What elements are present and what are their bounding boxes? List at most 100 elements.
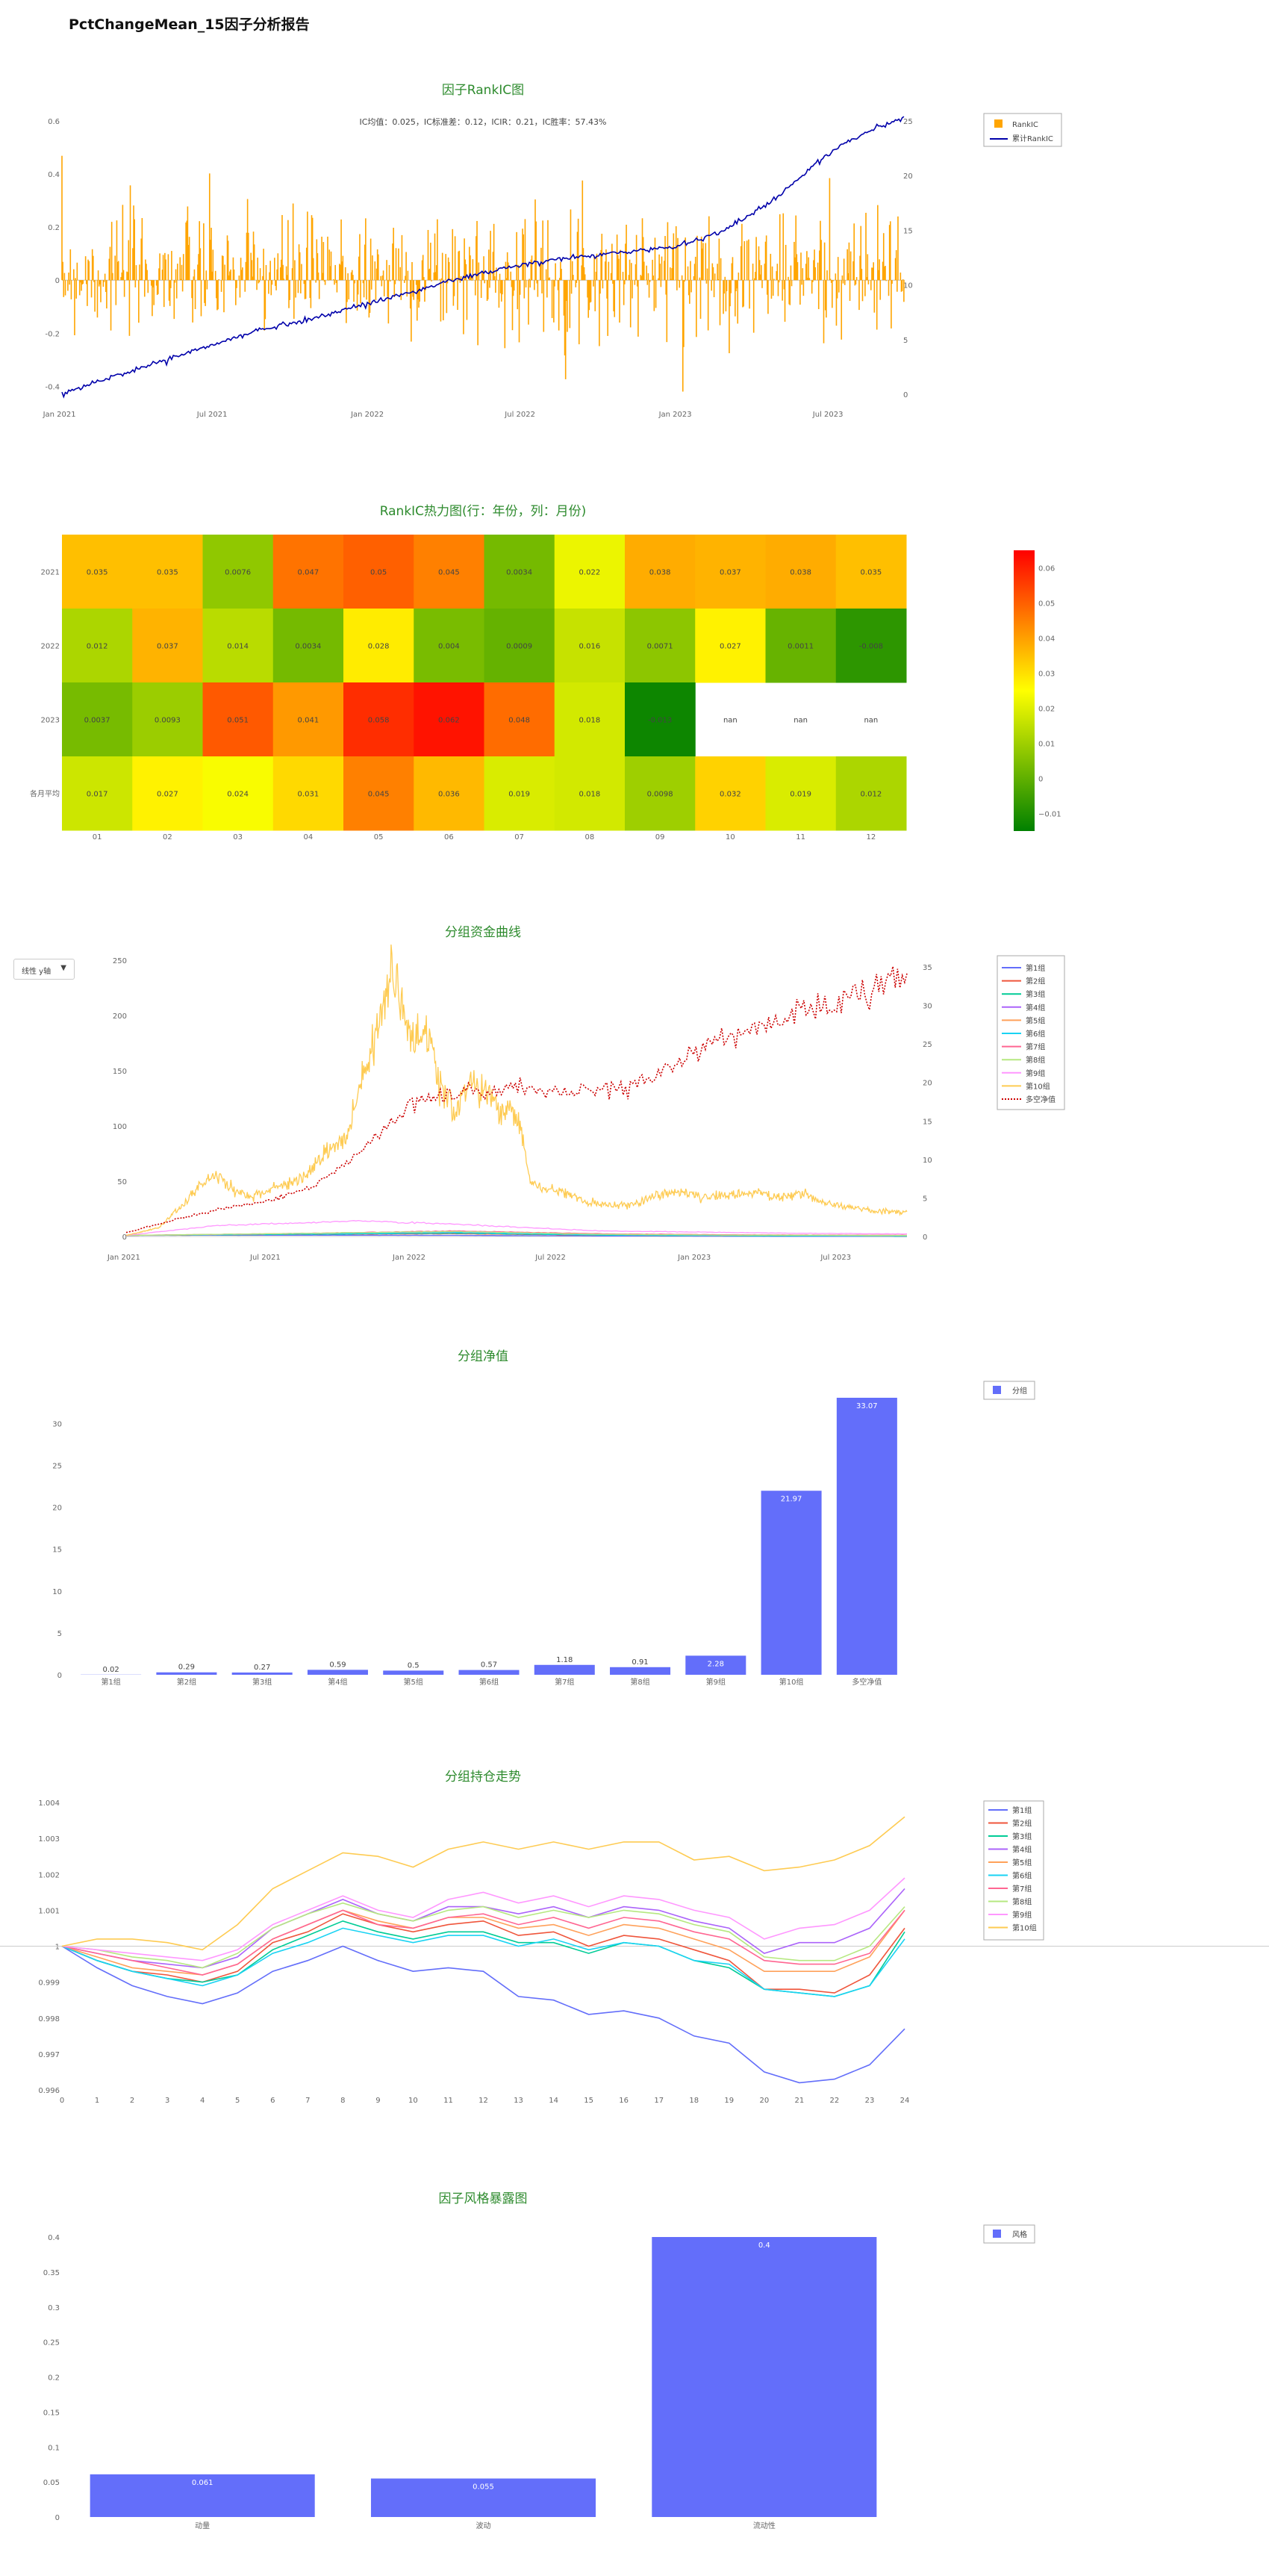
rankic-bar xyxy=(524,219,526,281)
rankic-bar xyxy=(687,280,690,296)
rankic-bar xyxy=(518,280,520,343)
rankic-bar xyxy=(203,223,205,281)
rankic-bar xyxy=(244,280,246,292)
rankic-bar xyxy=(427,229,429,281)
rankic-bar xyxy=(342,255,344,281)
rankic-bar xyxy=(87,280,88,306)
x-tick-label: 第4组 xyxy=(328,1677,347,1687)
rankic-bar xyxy=(200,280,202,317)
rankic-bar xyxy=(181,264,183,281)
heatmap-cell xyxy=(835,535,907,609)
rankic-bar xyxy=(76,262,78,281)
rankic-bar xyxy=(194,280,196,309)
rankic-bar xyxy=(605,249,607,281)
y-left-tick-label: 0 xyxy=(55,277,60,285)
cell-label: 0.062 xyxy=(438,717,460,725)
rankic-bar xyxy=(443,280,444,320)
cell-label: 0.058 xyxy=(368,717,390,725)
cell-label: 0.0076 xyxy=(225,569,251,577)
x-tick-label: Jul 2023 xyxy=(812,411,844,419)
rankic-bar xyxy=(634,264,637,281)
rankic-bar xyxy=(75,278,76,281)
heatmap-cell xyxy=(343,535,414,609)
rankic-bar xyxy=(770,253,772,281)
rankic-bar xyxy=(164,252,166,281)
rankic-bar xyxy=(522,228,523,281)
rankic-bar xyxy=(879,259,880,281)
row-label: 2022 xyxy=(41,643,60,651)
rankic-bar xyxy=(690,261,691,281)
rankic-bar xyxy=(608,261,610,281)
rankic-bar xyxy=(772,280,774,296)
rankic-bar xyxy=(253,244,255,281)
rankic-bar xyxy=(843,258,845,281)
rankic-bar xyxy=(276,269,278,281)
rankic-bar xyxy=(583,267,585,281)
legend-swatch xyxy=(994,119,1003,128)
rankic-bar xyxy=(755,272,756,281)
y-tick-label: 1.001 xyxy=(38,1907,60,1915)
rankic-bar xyxy=(563,280,565,316)
heatmap-cell xyxy=(343,756,414,831)
rankic-bar xyxy=(730,280,732,293)
bar-value-label: 0.29 xyxy=(178,1664,195,1672)
rankic-bar xyxy=(541,280,543,293)
rankic-bar xyxy=(259,268,261,281)
rankic-bar xyxy=(681,275,683,281)
rankic-bar xyxy=(546,280,548,298)
rankic-bar xyxy=(246,199,249,281)
heatmap-cell xyxy=(554,609,626,683)
cell-label: 0.027 xyxy=(720,643,741,651)
rankic-bar xyxy=(188,237,190,281)
rankic-bar xyxy=(640,276,643,281)
heatmap-cell xyxy=(554,682,626,757)
rankic-bar xyxy=(531,255,533,281)
rankic-bar xyxy=(149,280,152,281)
rankic-bar xyxy=(375,268,378,281)
y-tick-label: 1.004 xyxy=(38,1799,60,1808)
rankic-bar xyxy=(238,276,240,281)
rankic-bar xyxy=(411,261,413,281)
rankic-bar xyxy=(399,280,400,281)
rankic-bar xyxy=(370,238,372,281)
x-tick-label: 17 xyxy=(654,2097,664,2105)
rankic-bar xyxy=(341,261,343,281)
rankic-bar xyxy=(523,280,526,299)
rankic-bar xyxy=(871,267,873,281)
rankic-bar xyxy=(795,215,797,281)
rankic-bar xyxy=(163,280,165,308)
rankic-bar xyxy=(678,280,679,281)
equity-line xyxy=(125,944,908,1236)
rankic-bar xyxy=(782,280,783,301)
cell-label: 0.031 xyxy=(298,791,319,799)
heatmap-cell xyxy=(625,609,696,683)
rankic-bar xyxy=(496,267,497,281)
rankic-bar xyxy=(250,252,252,281)
rankic-bar xyxy=(271,280,273,285)
rankic-bar xyxy=(205,270,208,281)
rankic-bar xyxy=(369,280,371,313)
y-axis-type-dropdown[interactable]: 线性 y轴 ▼ xyxy=(13,959,75,980)
rankic-bar xyxy=(282,264,284,281)
y-tick-label: 0.05 xyxy=(43,2479,60,2487)
rankic-bar xyxy=(404,280,405,283)
rankic-bar xyxy=(594,280,596,311)
rankic-bar xyxy=(298,244,300,281)
rankic-bar xyxy=(309,280,311,299)
rankic-bar xyxy=(589,280,591,303)
rankic-bar xyxy=(293,280,295,319)
rankic-bar xyxy=(542,220,543,281)
rankic-bar xyxy=(112,273,113,281)
rankic-bar xyxy=(365,218,367,281)
rankic-bar xyxy=(796,254,798,281)
rankic-bar xyxy=(547,220,549,281)
rankic-bar xyxy=(846,249,848,281)
rankic-bar xyxy=(471,280,473,281)
y-left-tick-label: -0.4 xyxy=(45,383,60,391)
rankic-bar xyxy=(611,243,613,281)
rankic-bar xyxy=(676,280,678,290)
rankic-bar xyxy=(660,280,662,287)
rankic-bar xyxy=(116,261,119,281)
rankic-bar xyxy=(682,280,684,392)
rankic-bar xyxy=(424,280,425,302)
